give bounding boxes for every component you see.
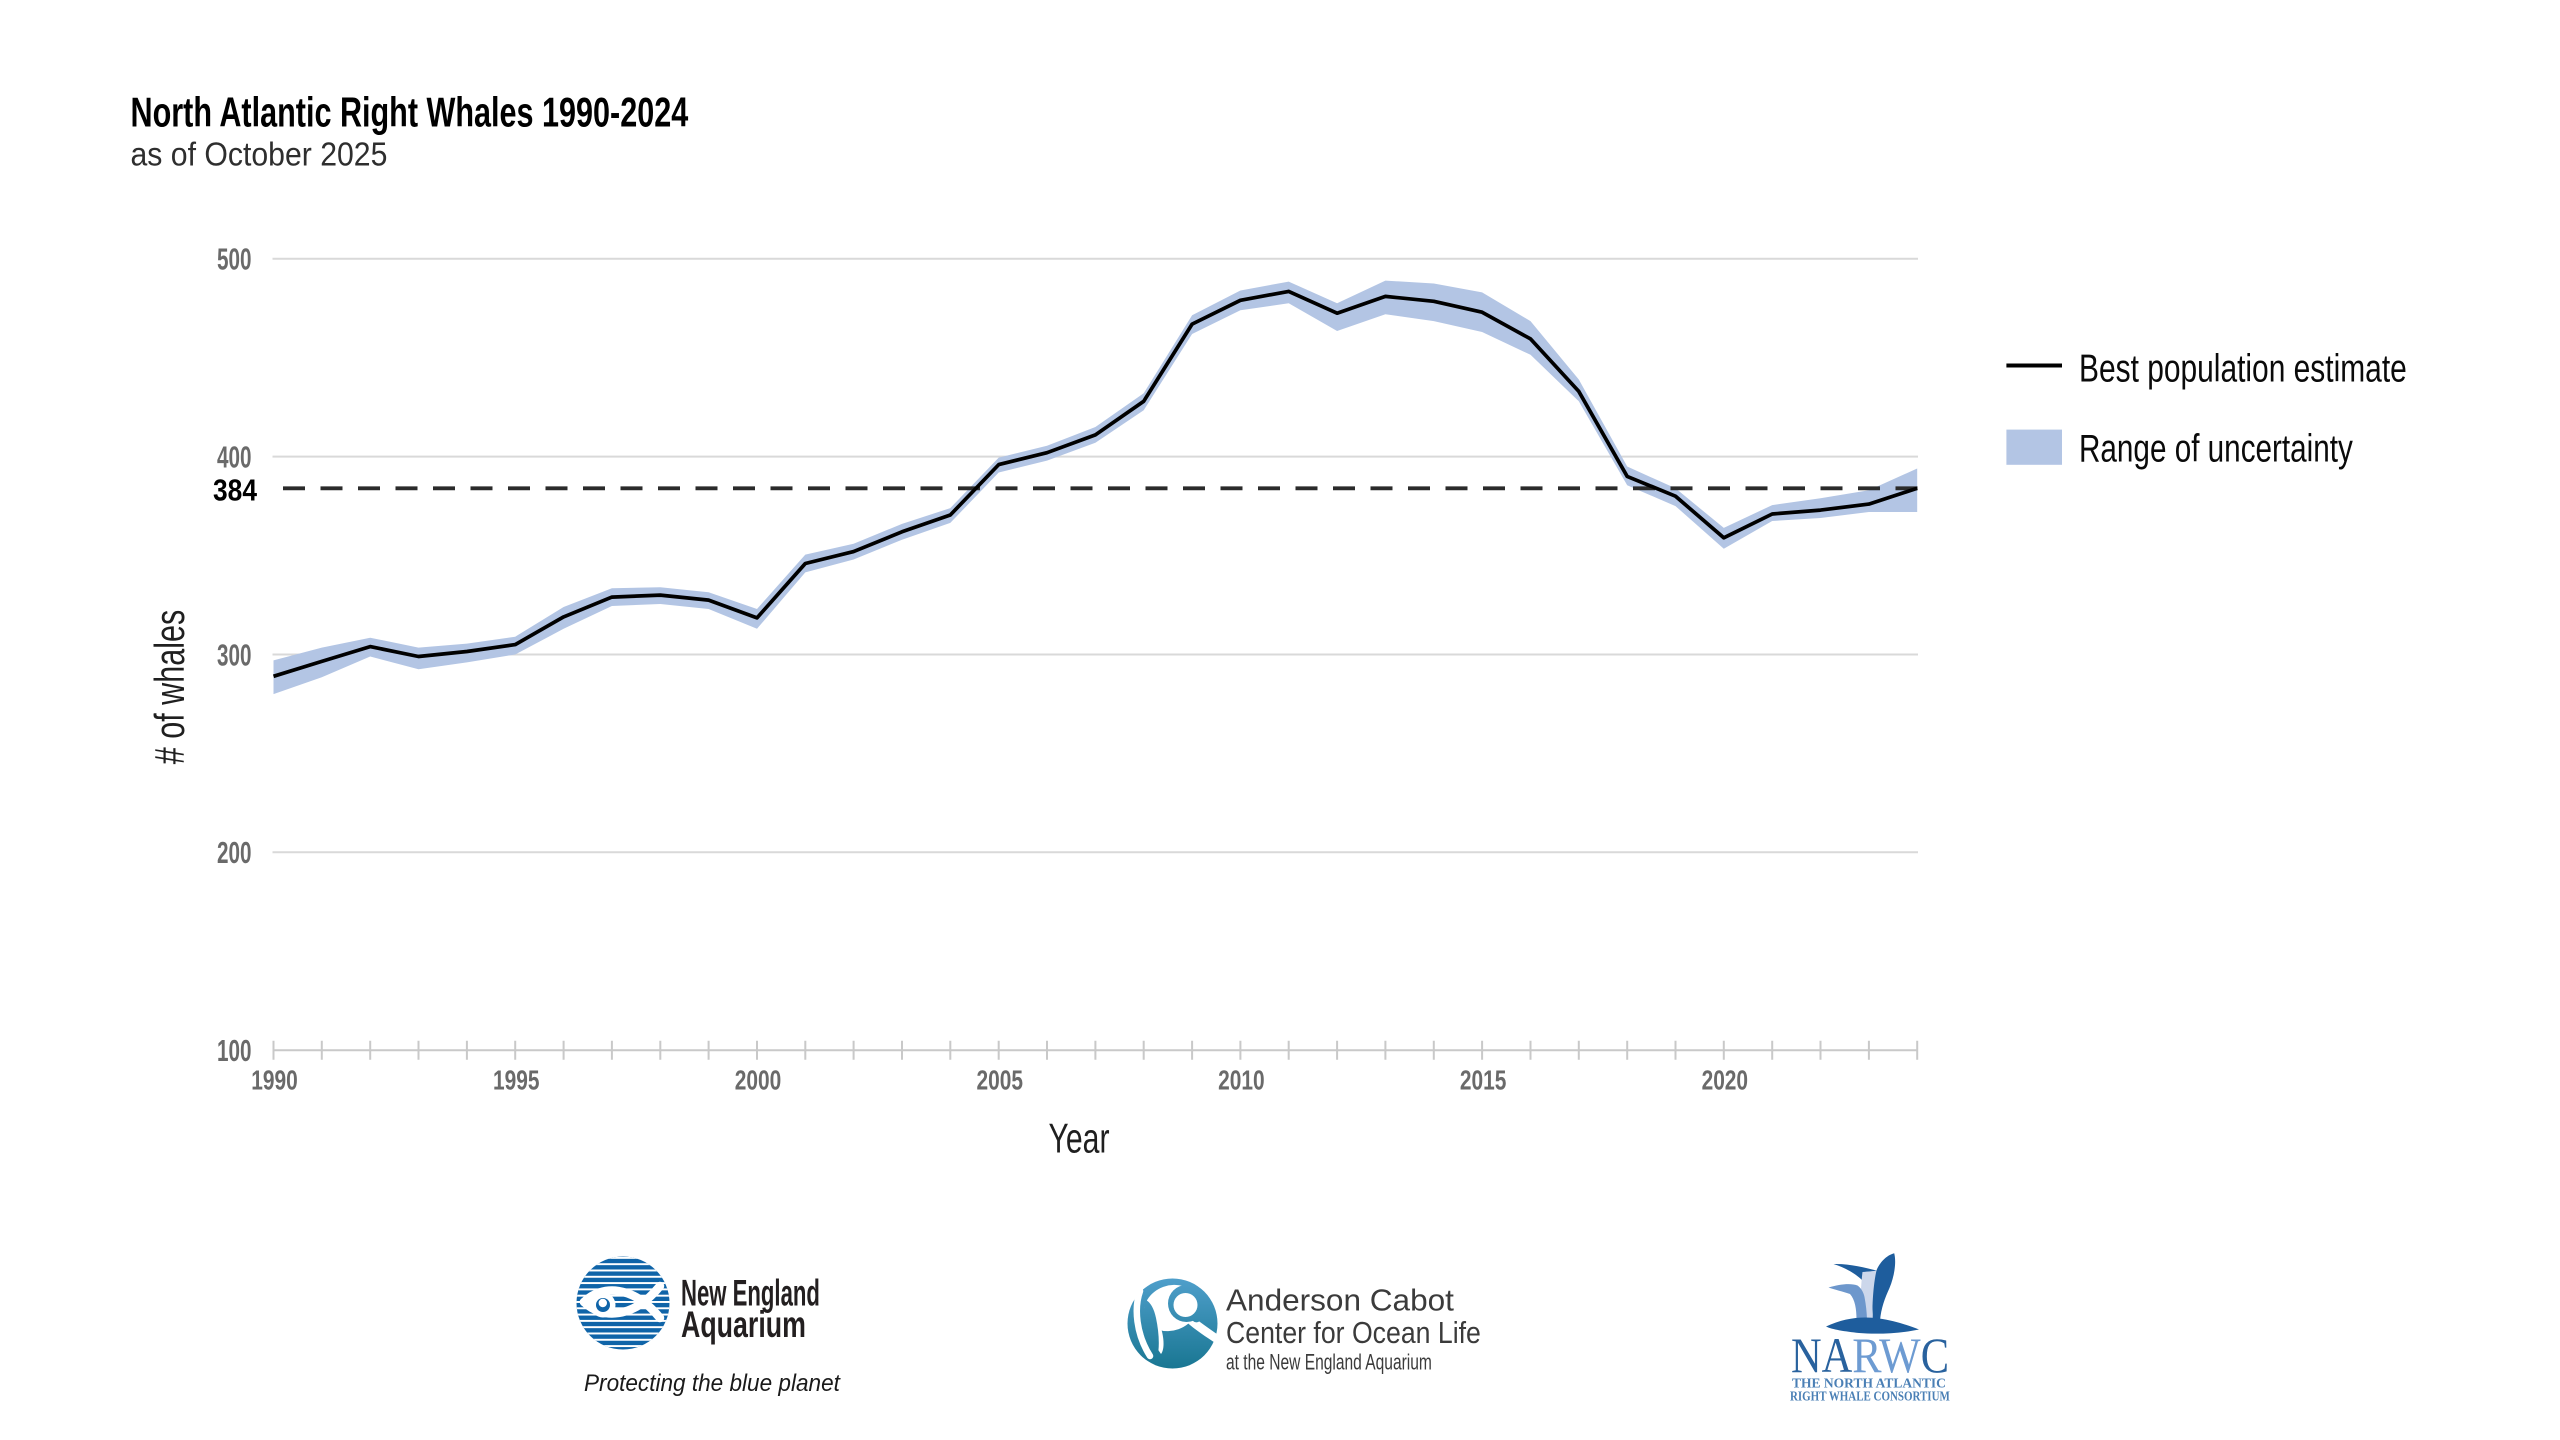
svg-text:2020: 2020: [1702, 1066, 1748, 1097]
svg-text:# of whales: # of whales: [146, 610, 193, 764]
svg-text:at the New England Aquarium: at the New England Aquarium: [1226, 1351, 1432, 1375]
svg-text:RW: RW: [1852, 1328, 1921, 1383]
svg-text:Protecting the blue planet: Protecting the blue planet: [584, 1369, 841, 1396]
svg-text:500: 500: [217, 242, 251, 277]
svg-text:Anderson Cabot: Anderson Cabot: [1226, 1283, 1454, 1318]
svg-text:THE NORTH ATLANTIC: THE NORTH ATLANTIC: [1792, 1376, 1946, 1391]
svg-text:2010: 2010: [1218, 1066, 1264, 1097]
svg-text:North Atlantic Right Whales 19: North Atlantic Right Whales 1990-2024: [131, 89, 689, 136]
svg-text:Range of uncertainty: Range of uncertainty: [2079, 428, 2353, 471]
svg-text:New England: New England: [681, 1273, 820, 1314]
svg-text:2005: 2005: [976, 1066, 1023, 1097]
svg-text:as of October 2025: as of October 2025: [131, 135, 388, 173]
svg-text:100: 100: [217, 1033, 251, 1068]
svg-text:C: C: [1921, 1329, 1949, 1384]
svg-text:300: 300: [217, 637, 251, 672]
svg-text:NA: NA: [1791, 1329, 1853, 1384]
svg-text:2000: 2000: [735, 1066, 781, 1097]
svg-text:RIGHT WHALE CONSORTIUM: RIGHT WHALE CONSORTIUM: [1790, 1388, 1950, 1403]
svg-text:2015: 2015: [1460, 1066, 1507, 1097]
svg-text:1990: 1990: [251, 1066, 297, 1097]
svg-text:200: 200: [217, 835, 251, 870]
svg-text:1995: 1995: [493, 1066, 540, 1097]
svg-text:Aquarium: Aquarium: [681, 1304, 806, 1345]
svg-text:Best population estimate: Best population estimate: [2079, 348, 2407, 391]
svg-text:Center for Ocean Life: Center for Ocean Life: [1226, 1316, 1481, 1350]
svg-text:384: 384: [213, 474, 257, 508]
svg-text:Year: Year: [1049, 1115, 1110, 1162]
svg-text:400: 400: [217, 439, 251, 474]
